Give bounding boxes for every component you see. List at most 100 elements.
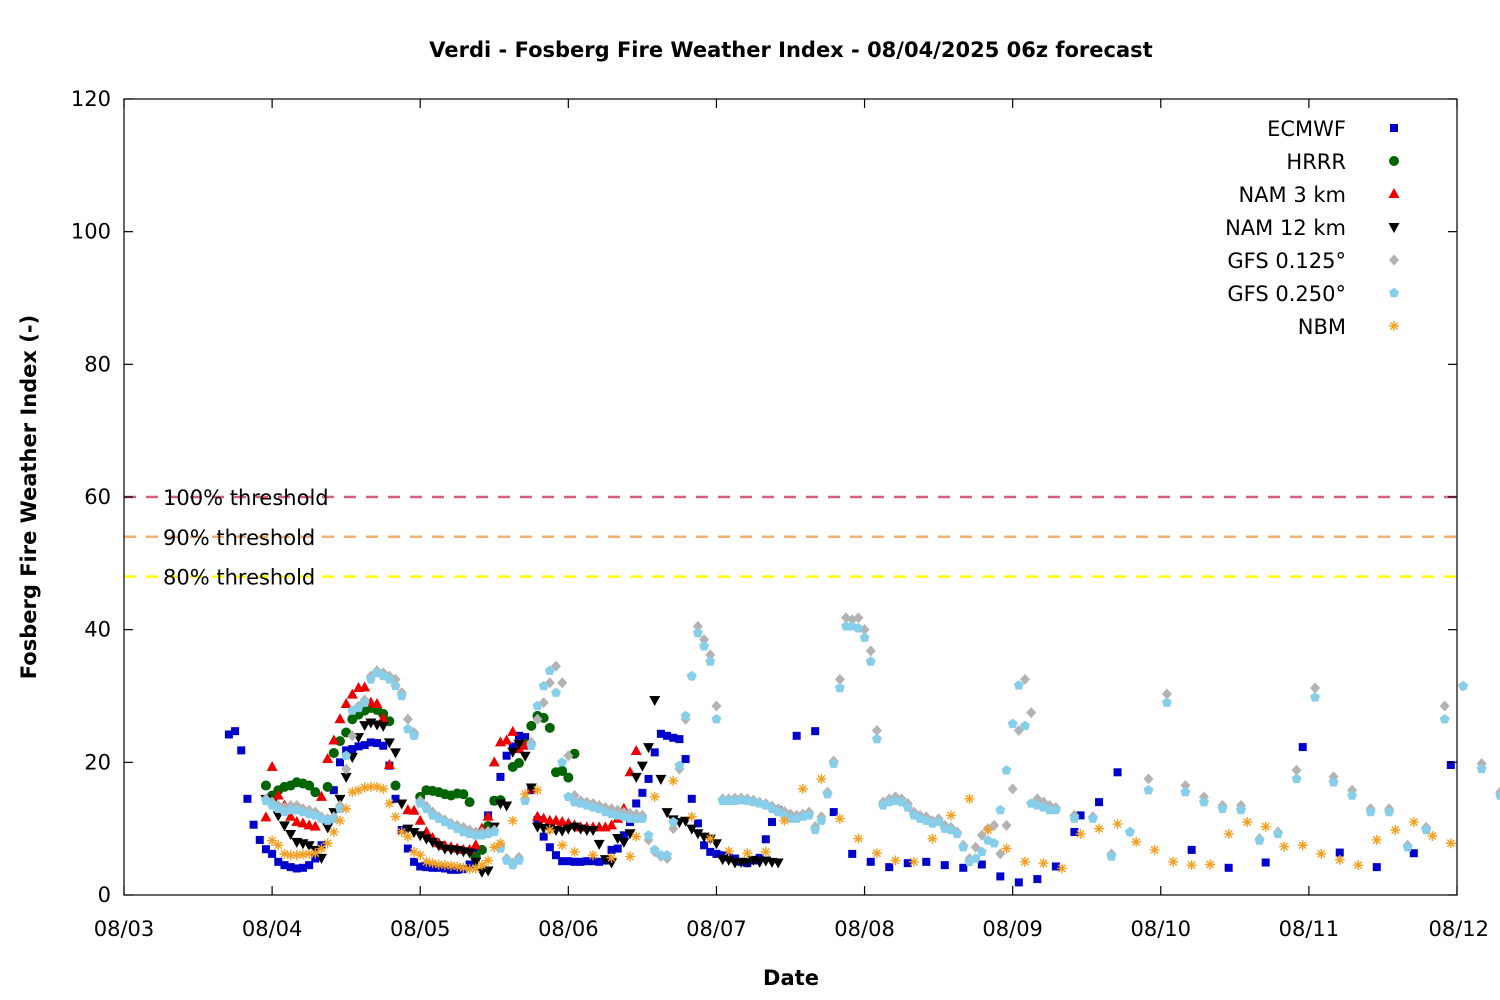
data-point (274, 857, 283, 866)
data-point (285, 810, 297, 821)
y-tick-label: 60 (84, 485, 111, 509)
data-point (570, 857, 579, 866)
data-point (243, 794, 252, 803)
data-point (402, 831, 413, 842)
x-tick-label: 08/03 (94, 917, 155, 941)
data-point (416, 862, 425, 871)
data-point (353, 785, 364, 796)
legend-marker (1390, 124, 1398, 132)
data-point (410, 857, 419, 866)
data-point (396, 690, 407, 701)
data-point (507, 747, 519, 758)
legend-marker (1388, 188, 1400, 198)
y-tick-label: 120 (71, 87, 111, 111)
data-point (996, 872, 1005, 881)
data-point (945, 810, 956, 821)
data-point (1020, 856, 1031, 867)
data-point (550, 814, 562, 825)
data-point (309, 820, 321, 831)
data-point (976, 846, 987, 857)
data-point (538, 680, 549, 691)
data-point (1033, 875, 1042, 884)
data-point (342, 746, 351, 755)
data-point (853, 623, 864, 633)
data-point (1446, 760, 1455, 769)
data-point (1180, 780, 1191, 792)
data-point (1384, 806, 1395, 817)
data-point (650, 748, 659, 757)
legend-label: GFS 0.250° (1227, 282, 1346, 306)
y-axis-title: Fosberg Fire Weather Index (-) (17, 315, 41, 679)
data-point (322, 823, 334, 834)
data-point (231, 727, 240, 736)
data-point (322, 781, 333, 792)
data-point (1020, 720, 1030, 731)
data-point (563, 750, 574, 762)
data-point (414, 814, 426, 825)
data-point (1242, 817, 1253, 828)
data-point (482, 866, 494, 877)
data-point (322, 753, 334, 764)
data-point (1261, 858, 1270, 867)
data-point (1187, 845, 1196, 854)
data-point (458, 789, 469, 800)
data-point (1013, 680, 1024, 690)
data-point (588, 850, 599, 861)
data-point (649, 695, 661, 706)
data-point (760, 846, 771, 857)
data-point (556, 826, 568, 837)
data-point (267, 835, 278, 846)
data-point (606, 852, 617, 863)
data-point (811, 727, 820, 736)
data-point (379, 741, 388, 750)
data-point (1038, 858, 1049, 869)
data-point (420, 834, 432, 845)
data-point (655, 774, 667, 785)
data-point (675, 735, 684, 744)
data-point (1095, 798, 1104, 807)
data-point (285, 850, 296, 861)
data-point (1408, 817, 1419, 828)
data-point (341, 803, 352, 814)
data-point (556, 816, 568, 827)
data-point (631, 831, 642, 842)
data-point (772, 858, 784, 869)
data-point (1495, 790, 1500, 800)
data-point (291, 816, 303, 827)
data-point (589, 857, 598, 866)
data-point (328, 826, 339, 837)
data-point (669, 733, 678, 742)
data-point (865, 656, 876, 666)
data-point (1439, 714, 1450, 724)
series-hrrr (260, 702, 580, 862)
data-point (779, 815, 790, 826)
data-point (829, 808, 838, 817)
data-point (514, 855, 524, 865)
data-point (520, 789, 531, 800)
data-point (1149, 844, 1160, 855)
data-point (693, 819, 702, 828)
data-point (390, 748, 402, 759)
data-point (353, 702, 364, 713)
data-point (632, 799, 641, 808)
data-point (359, 721, 371, 732)
data-point (266, 760, 278, 771)
data-point (1310, 692, 1321, 702)
data-point (280, 861, 289, 870)
data-point (1297, 840, 1308, 851)
data-point (341, 763, 352, 775)
data-point (372, 781, 383, 792)
data-point (346, 688, 358, 699)
data-point (1439, 700, 1450, 712)
data-point (513, 757, 524, 768)
data-point (1076, 811, 1085, 820)
data-point (328, 748, 339, 759)
data-point (532, 700, 543, 711)
data-point (562, 824, 574, 835)
data-point (539, 832, 548, 841)
data-point (1316, 848, 1327, 859)
data-point (1205, 859, 1216, 870)
data-point (563, 772, 574, 783)
data-point (834, 673, 845, 685)
data-point (532, 713, 543, 725)
